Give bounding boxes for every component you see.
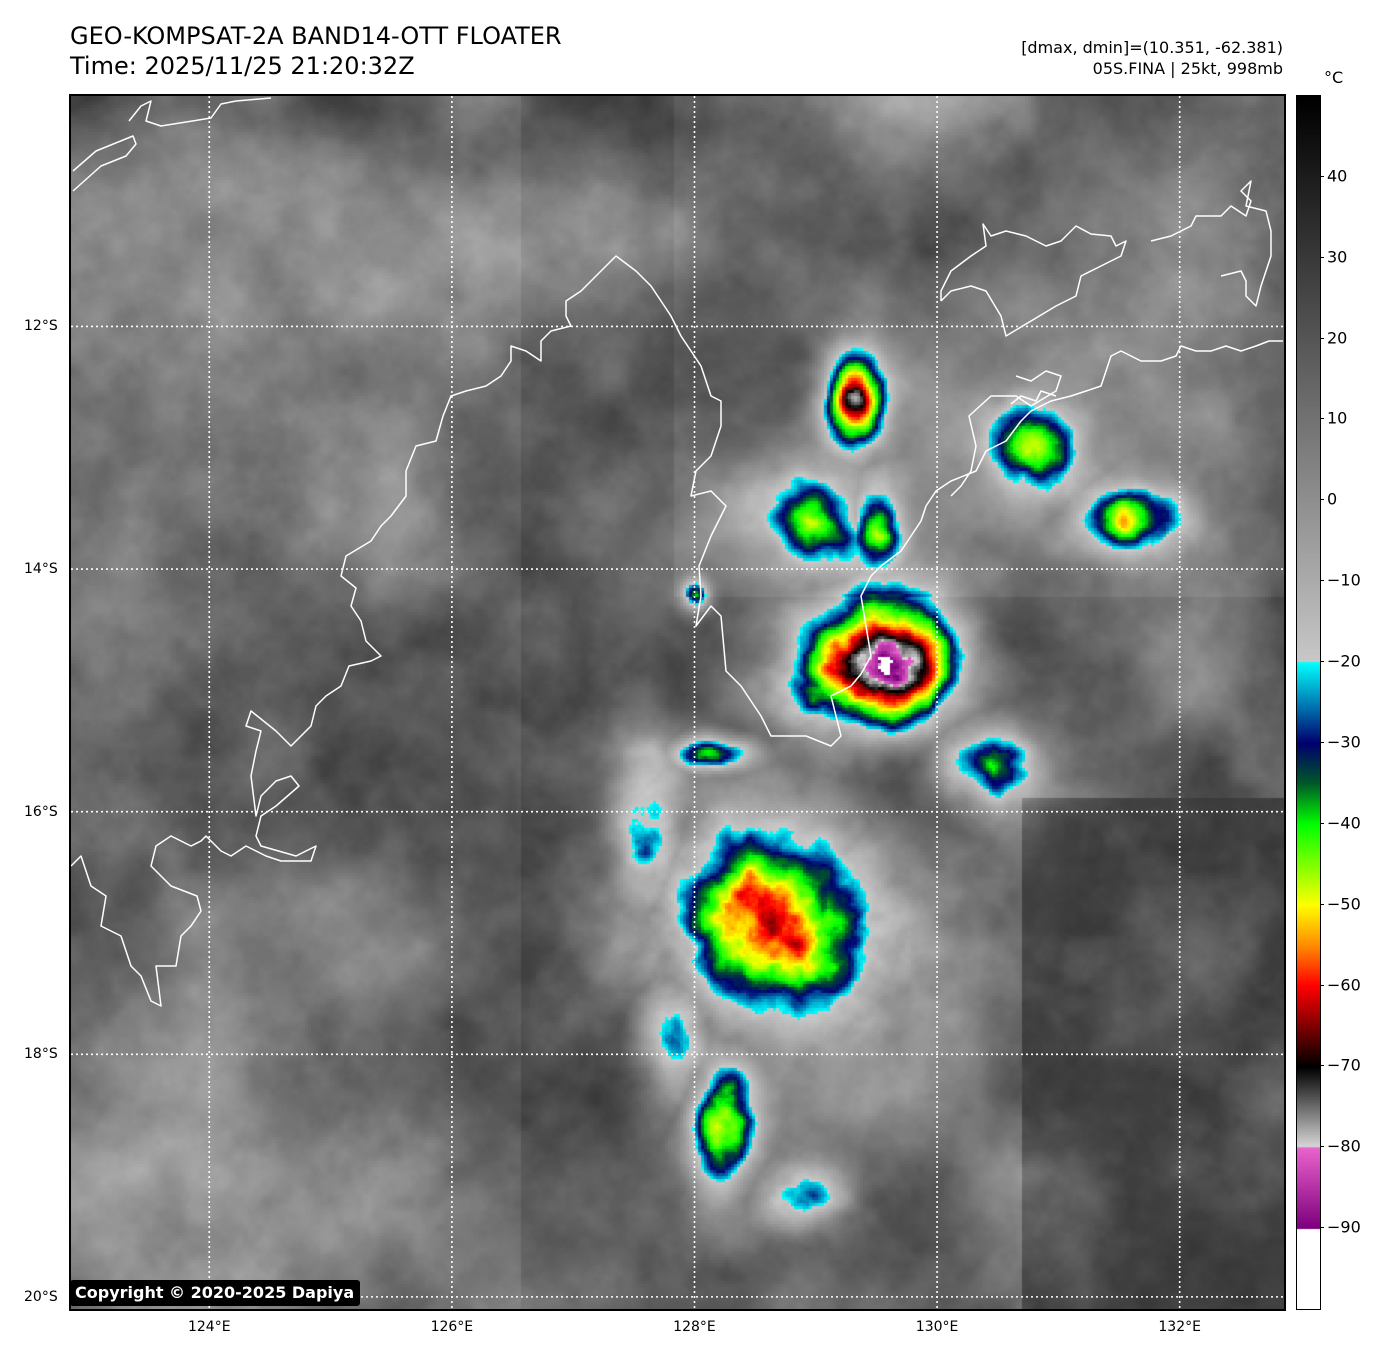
colorbar-tick-label: −30 [1327,732,1361,752]
coastline [128,97,272,127]
coastline [72,135,137,192]
copyright-label: Copyright © 2020-2025 Dapiya [70,1280,361,1306]
lon-tick-label: 128°E [673,1319,716,1335]
storm-info: 05S.FINA | 25kt, 998mb [1092,59,1283,78]
gridlines [71,96,1284,1309]
colorbar [1296,95,1321,1310]
colorbar-tick-mark [1320,661,1324,663]
timestamp: Time: 2025/11/25 21:20:32Z [70,52,415,80]
colorbar-tick-label: 0 [1327,489,1338,509]
map-overlay [71,96,1284,1309]
lat-tick-label: 14°S [24,561,58,578]
lon-tick-label: 130°E [915,1319,959,1335]
lon-tick-label: 126°E [430,1319,474,1335]
coastline [1150,180,1272,307]
colorbar-tick-mark [1320,499,1324,501]
coastline [1010,390,1057,405]
colorbar-tick-mark [1320,741,1324,743]
ir-imagery [71,96,1284,1309]
colorbar-tick-label: −80 [1327,1136,1361,1156]
range-text: [dmax, dmin]=(10.351, -62.381) [1021,38,1283,57]
colorbar-tick-mark [1320,1227,1324,1229]
colorbar-tick-mark [1320,256,1324,258]
colorbar-tick-label: −70 [1327,1055,1361,1075]
coastline [925,340,1283,507]
colorbar-tick-label: −10 [1327,570,1361,590]
lat-tick-label: 18°S [24,1046,58,1063]
colorbar-tick-label: 20 [1327,328,1348,348]
lon-tick-label: 124°E [187,1319,231,1335]
colorbar-tick-label: 40 [1327,166,1348,186]
colorbar-tick-label: −50 [1327,894,1361,914]
colorbar-tick-mark [1320,580,1324,582]
colorbar-tick-mark [1320,984,1324,986]
colorbar-gradient [1297,96,1320,1309]
coastline [940,223,1127,337]
colorbar-tick-mark [1320,1065,1324,1067]
colorbar-tick-mark [1320,1146,1324,1148]
colorbar-tick-mark [1320,337,1324,339]
coastline [950,370,1062,497]
colorbar-tick-label: −90 [1327,1217,1361,1237]
colorbar-tick-mark [1320,418,1324,420]
colorbar-unit: °C [1324,68,1344,87]
title: GEO-KOMPSAT-2A BAND14-OTT FLOATER [70,22,562,50]
lat-tick-label: 20°S [24,1288,58,1305]
colorbar-tick-label: −20 [1327,651,1361,671]
lon-tick-label: 132°E [1158,1319,1201,1335]
lat-tick-label: 12°S [24,318,58,335]
colorbar-tick-mark [1320,175,1324,177]
colorbar-tick-mark [1320,903,1324,905]
colorbar-tick-label: −60 [1327,975,1361,995]
colorbar-tick-label: 30 [1327,247,1348,267]
colorbar-tick-label: −40 [1327,813,1361,833]
colorbar-tick-mark [1320,822,1324,824]
lat-tick-label: 16°S [24,803,58,820]
coastline [71,255,927,1007]
colorbar-tick-label: 10 [1327,408,1348,428]
coastlines [71,97,1283,1007]
satellite-map [69,94,1286,1311]
